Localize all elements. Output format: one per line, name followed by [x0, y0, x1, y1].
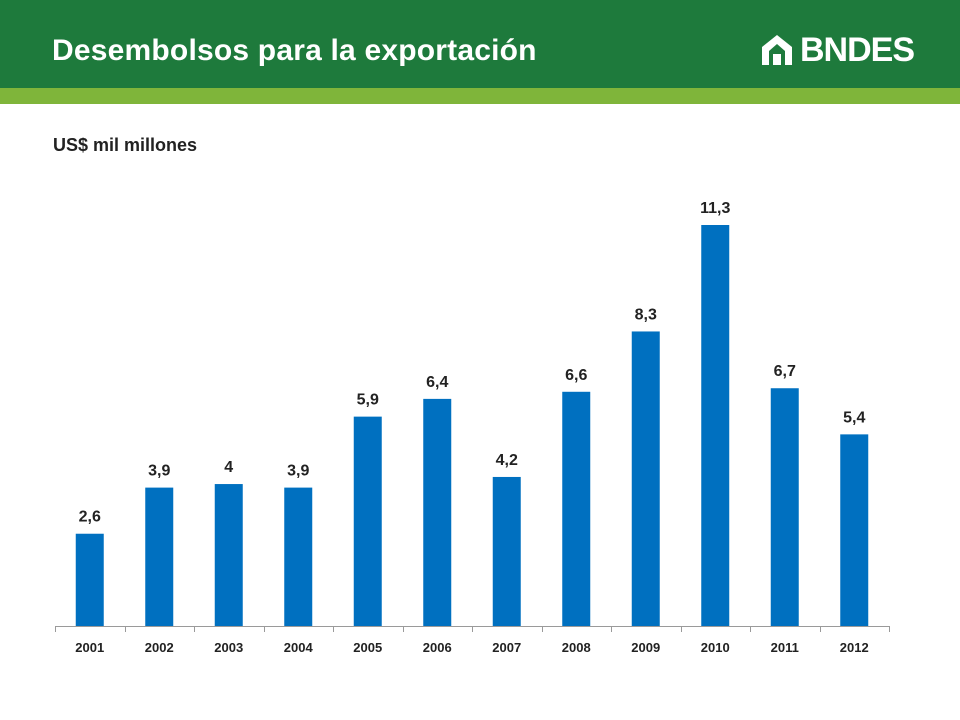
value-label: 11,3 — [700, 200, 730, 217]
bar-2004 — [284, 487, 313, 626]
bar-2008 — [562, 391, 591, 626]
value-label: 5,9 — [357, 392, 379, 409]
x-tick-label: 2010 — [701, 640, 730, 655]
x-tick-label: 2012 — [840, 640, 869, 655]
bar-2005 — [353, 416, 382, 626]
bar-2009 — [631, 331, 660, 626]
unit-label: US$ mil millones — [53, 135, 198, 155]
bar-2012 — [840, 434, 869, 626]
value-label: 6,6 — [565, 367, 587, 384]
bar-2003 — [214, 484, 243, 626]
page-title: Desembolsos para la exportación — [52, 34, 537, 67]
header-accent-stripe — [0, 88, 960, 104]
value-labels-group: 2,6 3,9 4 3,9 5,9 6,4 4,2 6,6 8,3 11,3 6,7 5,4 — [79, 200, 866, 526]
x-tick-labels-group: 2001 2002 2003 2004 2005 2006 2007 2008 2009 2010… — [75, 640, 868, 655]
x-tick-label: 2011 — [771, 640, 799, 655]
value-label: 2,6 — [79, 509, 101, 526]
value-label: 6,4 — [426, 374, 448, 391]
value-label: 4,2 — [496, 452, 518, 469]
x-tick-label: 2003 — [214, 640, 243, 655]
bar-2011 — [770, 388, 799, 626]
x-tick-label: 2007 — [492, 640, 521, 655]
header-bar — [0, 0, 960, 88]
value-label: 4 — [224, 459, 233, 476]
x-tick-label: 2006 — [423, 640, 452, 655]
bndes-logo-icon — [762, 35, 792, 65]
x-tick-label: 2009 — [631, 640, 660, 655]
bar-2007 — [492, 476, 521, 626]
value-label: 5,4 — [843, 409, 865, 426]
bar-2006 — [423, 398, 452, 626]
x-tick-label: 2008 — [562, 640, 591, 655]
x-tick-label: 2004 — [284, 640, 314, 655]
bar-2001 — [75, 533, 104, 626]
x-tick-label: 2002 — [145, 640, 174, 655]
x-tick-label: 2001 — [75, 640, 104, 655]
value-label: 3,9 — [148, 463, 170, 480]
value-label: 8,3 — [635, 306, 657, 323]
x-tick-label: 2005 — [353, 640, 382, 655]
x-axis — [55, 626, 890, 632]
logo-text: BNDES — [800, 31, 915, 69]
value-label: 3,9 — [287, 463, 309, 480]
bars-group — [75, 225, 869, 626]
bar-2010 — [701, 225, 730, 626]
value-label: 6,7 — [774, 363, 796, 380]
bar-2002 — [145, 487, 174, 626]
bndes-logo: BNDES — [760, 31, 915, 69]
